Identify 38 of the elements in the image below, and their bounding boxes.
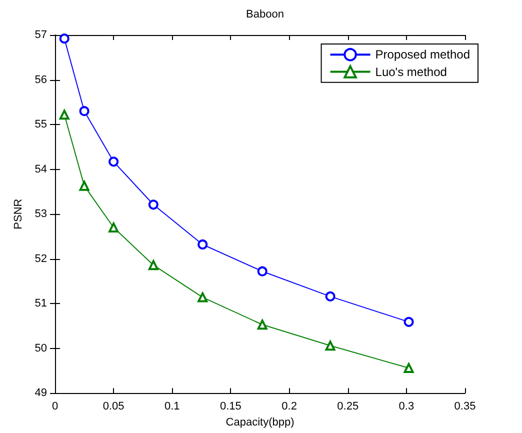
y-tick-label: 51 [34, 298, 47, 310]
legend-label: Proposed method [375, 48, 470, 62]
point [257, 320, 268, 330]
x-tick-label: 0.2 [282, 400, 297, 413]
y-tick-label: 54 [34, 163, 47, 176]
y-tick-label: 49 [34, 387, 47, 400]
point [79, 106, 90, 116]
point [59, 34, 70, 44]
point [108, 222, 119, 232]
x-tick-label: 0.1 [164, 400, 180, 413]
point [148, 260, 158, 270]
x-axis-title: Capacity(bpp) [226, 416, 294, 428]
y-tick-label: 55 [34, 118, 47, 131]
y-tick-label: 57 [34, 29, 47, 41]
chart-title: Baboon [246, 8, 284, 20]
y-tick-label: 53 [34, 208, 47, 220]
x-tick-label: 0.35 [454, 400, 476, 413]
point [108, 156, 119, 167]
point [404, 316, 414, 327]
point [257, 266, 268, 276]
point [198, 292, 208, 302]
x-tick-label: 0 [52, 400, 58, 413]
point [325, 291, 336, 302]
y-tick-label: 56 [34, 74, 47, 86]
point [148, 200, 158, 210]
x-tick-label: 0.25 [337, 400, 359, 413]
point [325, 340, 336, 351]
x-tick-label: 0.3 [398, 400, 414, 413]
y-axis-title: PSNR [12, 198, 24, 230]
legend-label: Luo's method [375, 64, 447, 79]
point [404, 363, 414, 374]
x-tick-label: 0.15 [220, 400, 242, 413]
y-tick-label: 52 [34, 252, 47, 265]
point [59, 110, 70, 120]
x-tick-label: 0.05 [102, 400, 124, 413]
y-tick-label: 50 [34, 342, 47, 354]
point [79, 180, 90, 191]
point [198, 239, 208, 250]
